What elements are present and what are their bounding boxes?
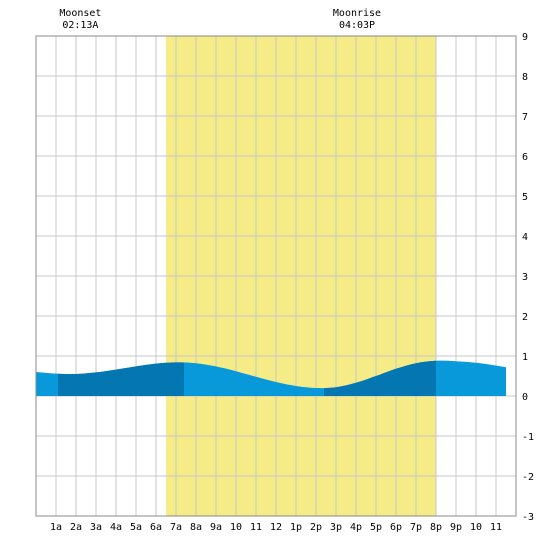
x-tick-label: 1a: [50, 522, 62, 533]
y-tick-label: 3: [522, 272, 528, 283]
x-tick-label: 9a: [210, 522, 222, 533]
x-tick-label: 11: [250, 522, 262, 533]
x-tick-label: 8p: [430, 522, 442, 533]
x-tick-label: 5p: [370, 522, 382, 533]
tide-area: [36, 360, 506, 396]
y-tick-label: 0: [522, 392, 528, 403]
y-tick-label: -2: [522, 472, 534, 483]
y-tick-label: 5: [522, 192, 528, 203]
plot-frame: [35, 35, 517, 517]
y-tick-label: 8: [522, 72, 528, 83]
x-tick-label: 12: [270, 522, 282, 533]
x-tick-label: 8a: [190, 522, 202, 533]
y-tick-label: 2: [522, 312, 528, 323]
x-axis-ticks: 1a 2a 3a 4a 5a 6a 7a 8a 9a 10 11 12 1p 2p 3p 4p 5p 6p 7p 8p…: [50, 522, 502, 533]
x-tick-label: 7p: [410, 522, 422, 533]
moon-event-time: 04:03P: [339, 20, 375, 31]
x-tick-label: 1p: [290, 522, 302, 533]
y-tick-label: -1: [522, 432, 534, 443]
y-tick-label: 7: [522, 112, 528, 123]
y-tick-label: 4: [522, 232, 528, 243]
moon-event-time: 02:13A: [62, 20, 98, 31]
x-tick-label: 4a: [110, 522, 122, 533]
y-tick-label: 1: [522, 352, 528, 363]
x-tick-label: 4p: [350, 522, 362, 533]
moon-event-label: Moonset: [59, 8, 101, 19]
x-tick-label: 3a: [90, 522, 102, 533]
x-tick-label: 6a: [150, 522, 162, 533]
x-tick-label: 10: [470, 522, 482, 533]
x-tick-label: 9p: [450, 522, 462, 533]
x-tick-label: 2p: [310, 522, 322, 533]
x-tick-label: 2a: [70, 522, 82, 533]
x-tick-label: 3p: [330, 522, 342, 533]
moon-event-label: Moonrise: [333, 8, 381, 19]
grid-lines: [36, 36, 516, 516]
x-tick-label: 5a: [130, 522, 142, 533]
tide-area-dark: [324, 360, 436, 396]
x-tick-label: 6p: [390, 522, 402, 533]
plot-border: [35, 35, 517, 517]
y-tick-label: 9: [522, 32, 528, 43]
x-tick-label: 10: [230, 522, 242, 533]
y-axis-ticks: -3 -2 -1 0 1 2 3 4 5 6 7 8 9: [522, 32, 534, 523]
x-tick-label: 7a: [170, 522, 182, 533]
x-tick-label: 11: [490, 522, 502, 533]
y-tick-label: -3: [522, 512, 534, 523]
y-tick-label: 6: [522, 152, 528, 163]
tide-area-dark: [58, 362, 184, 396]
